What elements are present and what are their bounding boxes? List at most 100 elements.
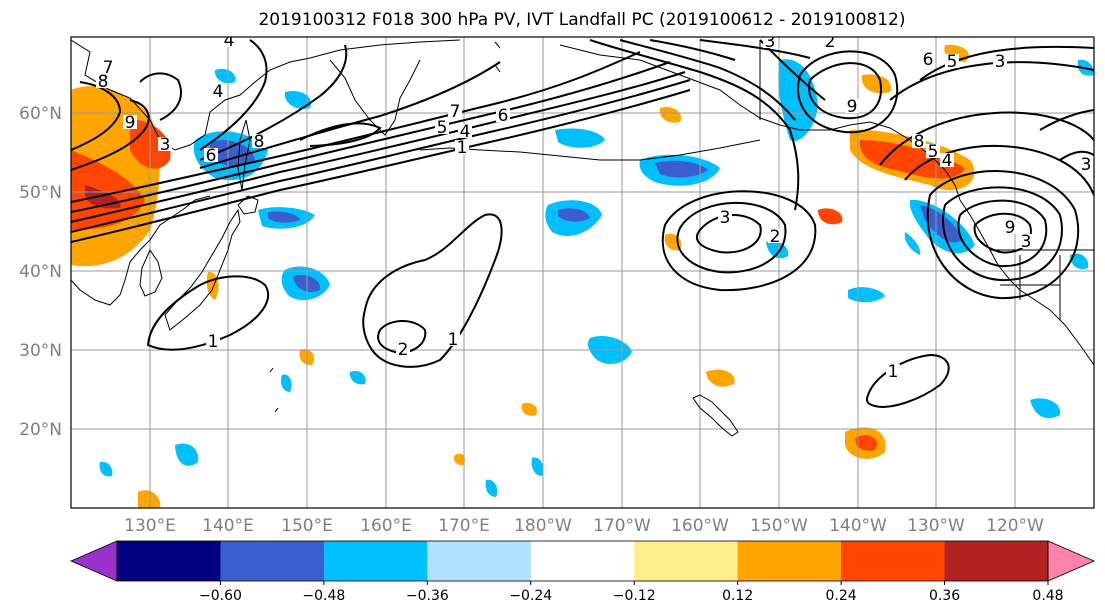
contour-label: 5 [437,118,448,138]
contour-line [661,190,817,292]
contour-line [71,71,686,223]
contour-label: 3 [765,32,776,52]
contour-line [139,72,182,121]
contour-line [71,99,150,171]
contour-label: 1 [208,332,219,352]
contour-line [808,62,882,120]
lon-label: 180°W [514,516,572,536]
pv-positive-core [859,140,965,179]
lon-label: 140°W [829,516,887,536]
contour-line [299,122,382,147]
contour-line [904,144,1094,196]
contour-line [797,50,899,134]
pv-negative-region [555,128,605,148]
pv-positive-region [453,453,465,466]
longitude-labels: 130°E 140°E 150°E 160°E 170°E 180°W 170°… [124,516,1044,536]
contour-label: 5 [928,142,939,162]
colorbar-segment [530,541,635,581]
contour-line [942,186,1063,282]
figure-title: 2019100312 F018 300 hPa PV, IVT Landfall… [258,10,905,30]
small-islands [269,41,501,413]
pv-negative-region [99,461,113,477]
pv-negative-region [1030,398,1061,419]
pv-negative-region [848,287,885,303]
colorbar-outline [116,540,1049,582]
contour-label: 3 [160,135,171,155]
pv-negative-region [1070,253,1089,270]
map-frame [70,36,1095,509]
colorbar-segment [634,541,739,581]
pv-negative-core [558,208,590,222]
kamchatka-coastline [329,59,421,136]
contour-label: 2 [825,32,836,52]
lon-label: 160°E [360,516,412,536]
lat-label: 60°N [19,104,62,124]
colorbar-tick-label: −0.48 [302,588,345,601]
contour-line [926,170,1080,300]
contour-label: 6 [923,50,934,70]
contour-label: 4 [224,31,235,51]
contour-line [649,39,736,61]
colorbar-segment [737,541,842,581]
contour-label: 7 [103,58,114,78]
colorbar-segment [323,541,428,581]
colorbar: −0.60 −0.48 −0.36 −0.24 −0.12 0.12 0.24 0.36 0.4… [69,540,1096,601]
contour-line [676,201,787,274]
pv-positive-core [818,208,843,225]
contour-line [377,320,427,354]
contour-line [879,111,1094,166]
pv-negative-core [268,211,300,223]
sakhalin-coastline [237,119,251,191]
map-panel: 4 8 7 4 3 6 9 8 7 5 4 [70,31,1095,509]
contour-label: 8 [98,72,109,92]
colorbar-segment [220,541,325,581]
pv-negative-core [210,140,255,167]
pv-positive-region [861,74,891,94]
pv-positive-region [659,106,682,123]
ivt-contours [71,39,1094,408]
contour-line [146,275,270,351]
latitude-labels: 60°N 50°N 40°N 30°N 20°N [19,104,62,440]
colorbar-segment [427,541,532,581]
colorbar-tick-label: 0.36 [929,588,960,601]
contour-line [589,39,800,211]
contour-line [71,89,691,243]
pv-negative-region [175,443,199,466]
contour-line [71,61,671,213]
contour-label: 6 [206,146,217,166]
contour-label: 3 [995,52,1006,72]
lon-label: 160°W [671,516,729,536]
pv-positive-region [706,369,735,387]
colorbar-tick-label: −0.60 [199,588,242,601]
pv-negative-core [655,160,708,178]
pv-negative-core [920,205,962,243]
pv-positive-region [138,490,161,508]
contour-label: 1 [448,330,459,350]
pv-negative-region [284,90,311,110]
lon-label: 130°E [124,516,176,536]
colorbar-extend-min [69,540,118,582]
contour-label: 6 [498,106,509,126]
pv-positive-core [855,435,878,451]
pv-negative-region [349,370,366,385]
contour-label: 8 [254,132,265,152]
contour-line [1039,109,1094,131]
colorbar-tick-label: −0.24 [509,588,552,601]
lon-label: 150°E [281,516,333,536]
colorbar-ticks: −0.60 −0.48 −0.36 −0.24 −0.12 0.12 0.24 0.36 0.4… [199,581,1064,601]
lon-label: 130°W [907,516,965,536]
contour-line [199,39,268,151]
contour-label: 8 [914,132,925,152]
contour-label: 2 [398,340,409,360]
pv-negative-region [280,374,292,392]
asia-coastline [71,39,461,151]
lon-label: 120°W [986,516,1044,536]
contour-label: 7 [450,102,461,122]
contour-label: 1 [888,362,899,382]
pv-negative-region [904,232,921,255]
contour-line [199,61,501,169]
contour-line [957,199,1048,268]
colorbar-tick-label: 0.12 [722,588,753,601]
lat-label: 30°N [19,341,62,361]
contour-line [362,213,503,368]
